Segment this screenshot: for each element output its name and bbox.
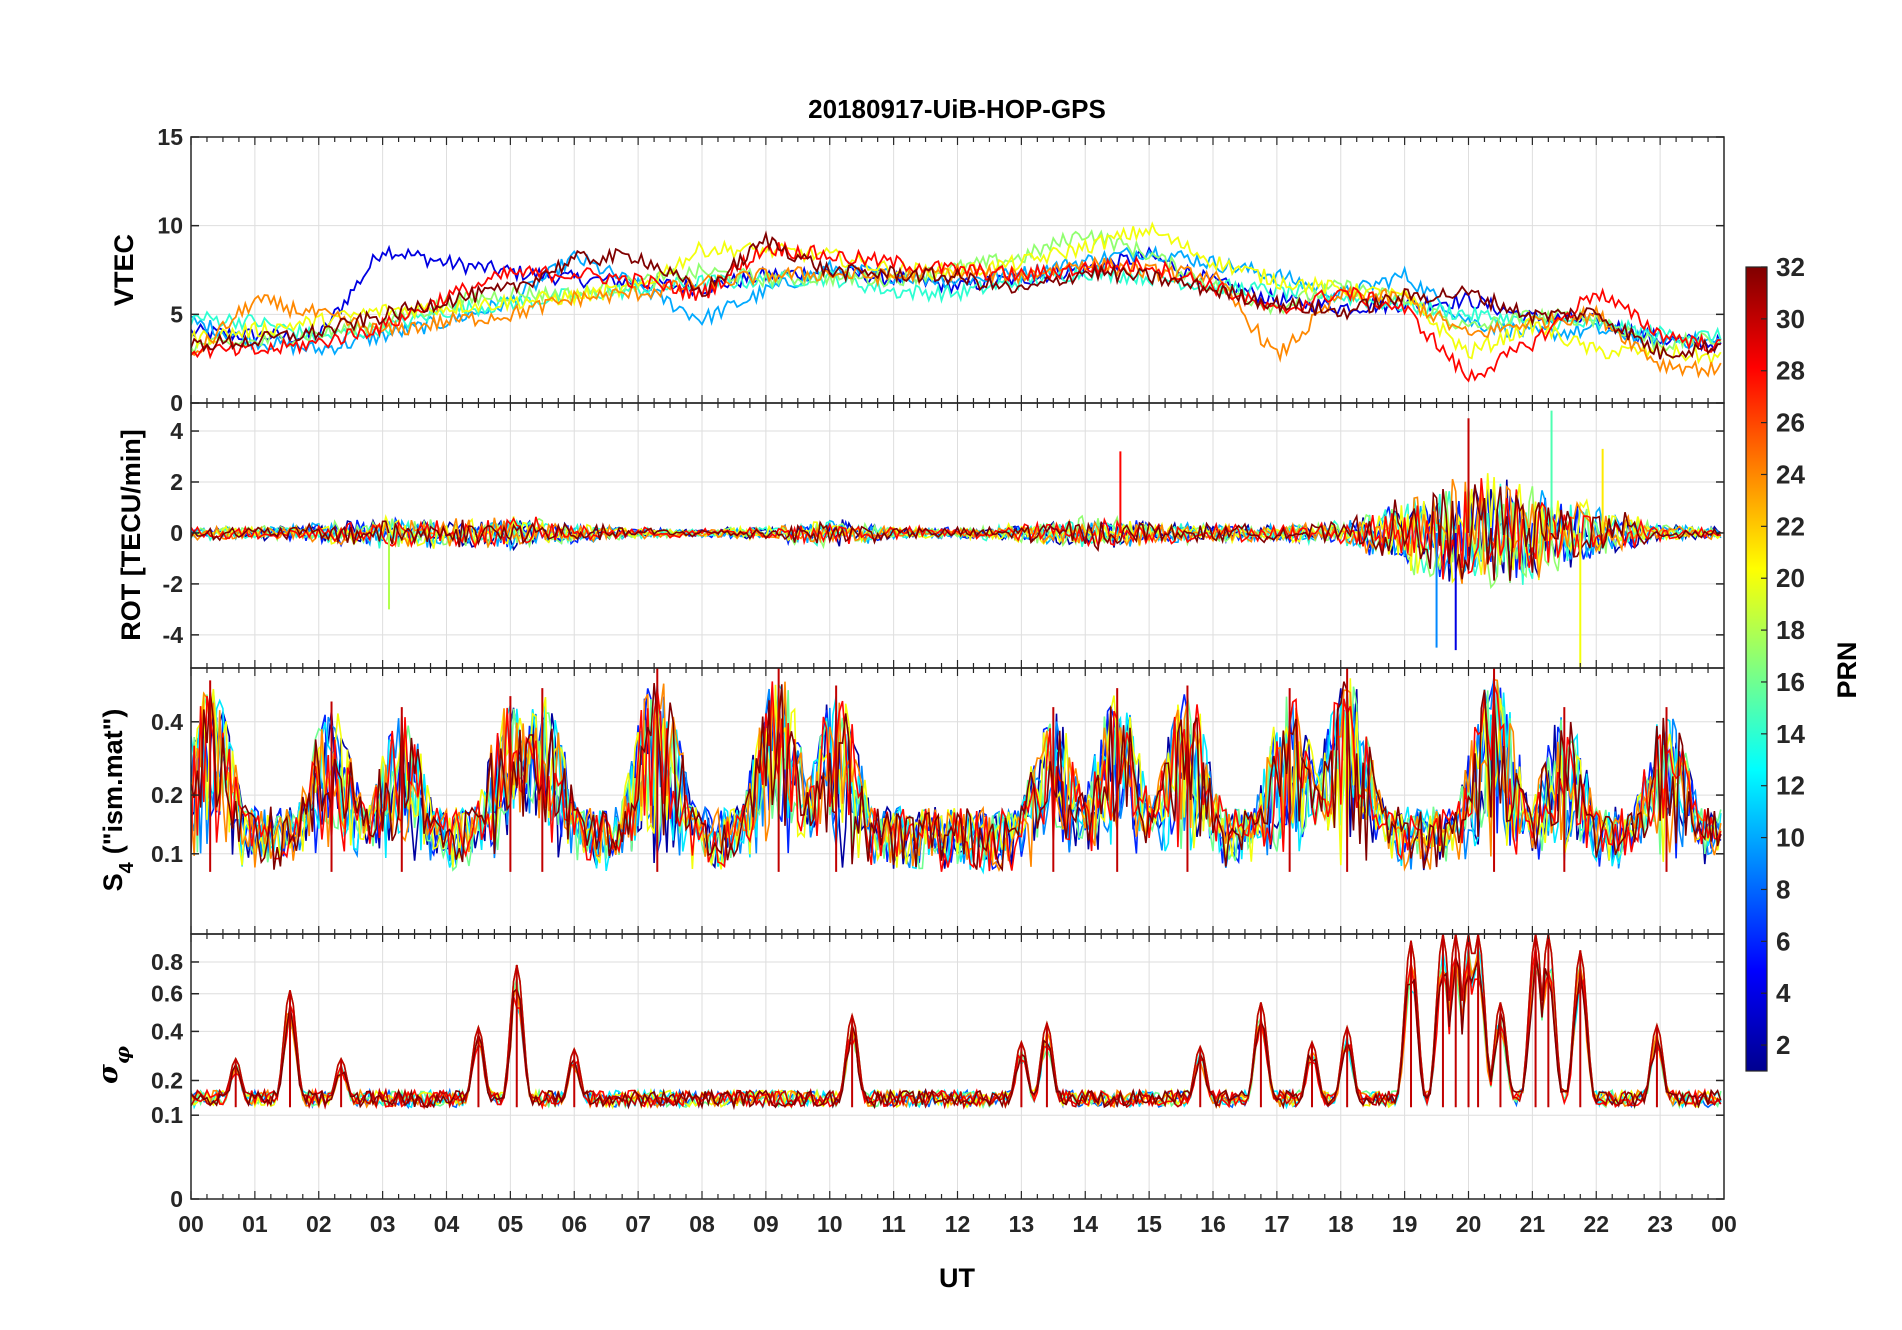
sigma_phi-ytick-label: 0.2 xyxy=(151,1067,183,1093)
vtec-y-ticks: 0 5 10 15 xyxy=(157,124,1724,416)
x-tick-label: 06 xyxy=(561,1211,587,1237)
rot-ytick-label: -4 xyxy=(163,622,184,648)
x-tick-label: 19 xyxy=(1392,1211,1418,1237)
x-tick-label: 09 xyxy=(753,1211,779,1237)
sigma_phi-line-prn-30 xyxy=(191,934,1722,1110)
x-tick-label: 03 xyxy=(370,1211,396,1237)
vtec-line-prn-32 xyxy=(191,230,1721,360)
vtec-ytick-label: 0 xyxy=(170,390,183,416)
colorbar-tick-label: 14 xyxy=(1776,719,1805,749)
x-tick-label: 13 xyxy=(1009,1211,1035,1237)
vtec-line-prn-10 xyxy=(191,245,1722,357)
x-tick-label: 02 xyxy=(306,1211,332,1237)
x-tick-label: 11 xyxy=(881,1211,906,1237)
colorbar-tick-label: 26 xyxy=(1776,408,1805,438)
x-tick-label: 08 xyxy=(689,1211,715,1237)
x-tick-label: 17 xyxy=(1264,1211,1290,1237)
x-tick-label: 22 xyxy=(1583,1211,1609,1237)
vtec-ytick-label: 5 xyxy=(170,301,183,327)
sigma_phi-ylabel: σφ xyxy=(93,1046,134,1084)
colorbar-tick-label: 12 xyxy=(1776,771,1805,801)
panel-rot: -4 -2 0 2 4 ROT [TECU/min] xyxy=(116,402,1725,669)
s4-ylabel: S4 ("ism.mat") xyxy=(98,709,138,892)
colorbar-label: PRN xyxy=(1832,641,1862,698)
colorbar-tick-label: 24 xyxy=(1776,459,1805,489)
colorbar-tick-label: 4 xyxy=(1776,978,1791,1008)
sigma_phi-line-prn-28 xyxy=(191,946,1722,1110)
vtec-series xyxy=(191,221,1722,383)
sigma_phi-line-prn-32 xyxy=(191,955,1722,1111)
colorbar-tick-label: 16 xyxy=(1776,667,1805,697)
x-tick-label: 10 xyxy=(817,1211,843,1237)
sigma_phi-ytick-label: 0 xyxy=(170,1186,183,1212)
s4-ylabel-rest: ("ism.mat") xyxy=(98,709,128,855)
sigma_phi-series xyxy=(191,934,1722,1111)
panel-s4: 0.1 0.2 0.4 S4 ("ism.mat") xyxy=(98,667,1725,935)
colorbar-tick-label: 22 xyxy=(1776,511,1805,541)
colorbar-tick-label: 28 xyxy=(1776,356,1805,386)
s4-series xyxy=(191,668,1722,875)
panel-sigma_phi: 0 0.1 0.2 0.4 0.6 0.8 σφ xyxy=(93,933,1725,1212)
x-axis-ticks: 00 01 02 03 04 05 06 07 08 09 10 11 12 13 14 15 16 17 18 19… xyxy=(178,1211,1737,1237)
x-tick-label: 21 xyxy=(1520,1211,1546,1237)
rot-ytick-label: -2 xyxy=(163,571,183,597)
s4-y-ticks: 0.1 0.2 0.4 xyxy=(151,668,1724,934)
sigma_phi-ytick-label: 0.6 xyxy=(151,981,183,1007)
s4-ylabel-main: S xyxy=(98,873,128,891)
vtec-line-prn-20 xyxy=(191,221,1722,368)
sigma_phi-y-ticks: 0 0.1 0.2 0.4 0.6 0.8 xyxy=(151,934,1724,1212)
colorbar-tick-label: 8 xyxy=(1776,874,1790,904)
x-tick-label: 23 xyxy=(1647,1211,1673,1237)
sigma_phi-ytick-label: 0.8 xyxy=(151,949,183,975)
x-tick-label: 07 xyxy=(625,1211,651,1237)
colorbar-gradient xyxy=(1745,266,1768,1072)
colorbar-tick-label: 2 xyxy=(1776,1030,1790,1060)
vtec-ytick-label: 10 xyxy=(157,213,183,239)
rot-y-ticks: -4 -2 0 2 4 xyxy=(163,403,1724,668)
panel-vtec: 0 5 10 15 VTEC xyxy=(109,124,1725,416)
vtec-ytick-label: 15 xyxy=(157,124,183,150)
colorbar-tick-label: 32 xyxy=(1776,252,1805,282)
colorbar-tick-label: 30 xyxy=(1776,304,1805,334)
colorbar-tick-label: 18 xyxy=(1776,615,1805,645)
sigma_phi-ylabel-sub: φ xyxy=(110,1046,134,1064)
vtec-line-prn-28 xyxy=(191,240,1721,383)
sigma_phi-ytick-label: 0.4 xyxy=(151,1018,183,1044)
x-tick-label: 00 xyxy=(178,1211,204,1237)
x-axis-label: UT xyxy=(939,1263,975,1293)
x-tick-label: 00 xyxy=(1711,1211,1737,1237)
sigma_phi-ytick-label: 0.1 xyxy=(151,1102,183,1128)
rot-line-prn-32 xyxy=(191,484,1722,581)
x-tick-label: 20 xyxy=(1456,1211,1482,1237)
rot-ytick-label: 2 xyxy=(170,469,183,495)
s4-ytick-label: 0.2 xyxy=(151,782,183,808)
s4-line-prn-32 xyxy=(191,681,1722,873)
rot-ylabel: ROT [TECU/min] xyxy=(116,429,146,640)
x-tick-label: 05 xyxy=(498,1211,524,1237)
x-tick-label: 01 xyxy=(242,1211,268,1237)
sigma_phi-ylabel-main: σ xyxy=(93,1064,124,1084)
vtec-line-prn-14 xyxy=(191,265,1722,346)
x-tick-label: 14 xyxy=(1072,1211,1098,1237)
s4-ytick-label: 0.1 xyxy=(151,841,183,867)
colorbar-tick-label: 20 xyxy=(1776,563,1805,593)
s4-ytick-label: 0.4 xyxy=(151,709,183,735)
x-tick-label: 16 xyxy=(1200,1211,1226,1237)
chart-title: 20180917-UiB-HOP-GPS xyxy=(808,94,1106,124)
x-tick-label: 15 xyxy=(1136,1211,1162,1237)
s4-ylabel-sub: 4 xyxy=(116,861,138,873)
rot-ytick-label: 0 xyxy=(170,520,183,546)
colorbar-tick-label: 6 xyxy=(1776,926,1790,956)
colorbar-tick-label: 10 xyxy=(1776,823,1805,853)
x-tick-label: 04 xyxy=(434,1211,460,1237)
vtec-ylabel: VTEC xyxy=(109,234,139,306)
x-tick-label: 18 xyxy=(1328,1211,1354,1237)
vtec-line-prn-4 xyxy=(191,244,1722,355)
x-tick-label: 12 xyxy=(945,1211,971,1237)
rot-ytick-label: 4 xyxy=(170,418,183,444)
rot-series xyxy=(191,410,1722,668)
